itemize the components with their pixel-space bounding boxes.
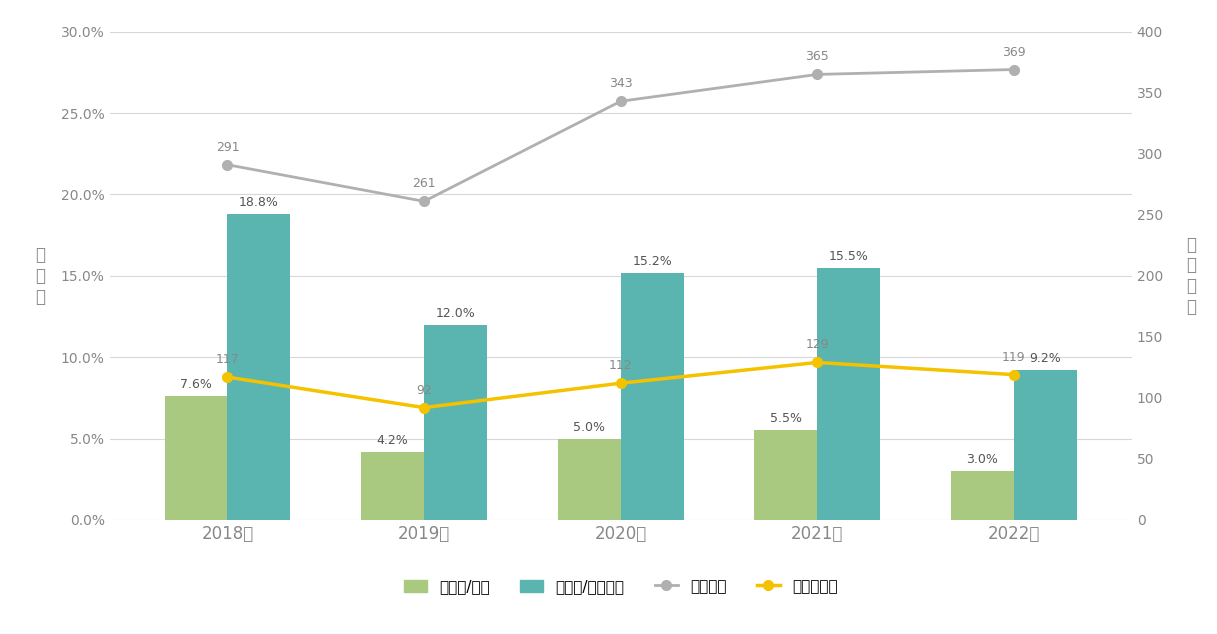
Text: 369: 369 [1002, 46, 1026, 58]
Legend: 妊娠率/周期, 妊娠率/カップル, 治療周期, カップル数: 妊娠率/周期, 妊娠率/カップル, 治療周期, カップル数 [398, 573, 843, 600]
治療周期 [613, 98, 628, 105]
治療周期 [811, 70, 825, 78]
Text: 92: 92 [416, 384, 432, 397]
Bar [164, 396, 228, 520]
Text: 129: 129 [806, 339, 829, 351]
治療周期 [416, 198, 431, 205]
Text: 5.0%: 5.0% [573, 420, 605, 434]
Bar [755, 430, 818, 520]
Line: 治療周期: 治療周期 [223, 65, 1019, 206]
Bar [950, 471, 1014, 520]
Text: 291: 291 [215, 141, 240, 154]
Text: 5.5%: 5.5% [770, 413, 802, 425]
Y-axis label: 妊
娠
率: 妊 娠 率 [35, 246, 45, 306]
治療周期 [220, 161, 235, 169]
Text: 117: 117 [215, 353, 240, 366]
Bar [361, 451, 424, 520]
Bar [557, 439, 621, 520]
Text: 9.2%: 9.2% [1030, 353, 1061, 365]
Line: カップル数: カップル数 [223, 358, 1019, 413]
カップル数 [811, 359, 825, 366]
Text: 112: 112 [608, 359, 633, 372]
Bar [621, 273, 684, 520]
Text: 12.0%: 12.0% [436, 307, 476, 320]
Text: 4.2%: 4.2% [377, 434, 409, 446]
Bar [818, 268, 880, 520]
Text: 15.5%: 15.5% [829, 250, 869, 262]
Text: 15.2%: 15.2% [633, 255, 672, 268]
Text: 119: 119 [1002, 351, 1026, 364]
Bar [424, 325, 487, 520]
Text: 7.6%: 7.6% [180, 378, 212, 391]
カップル数 [220, 373, 235, 381]
カップル数 [613, 379, 628, 387]
治療周期 [1006, 66, 1021, 74]
Text: 343: 343 [608, 77, 633, 90]
Y-axis label: 実
施
件
数: 実 施 件 数 [1185, 236, 1196, 316]
Text: 365: 365 [806, 51, 829, 63]
Text: 3.0%: 3.0% [966, 453, 998, 466]
カップル数 [416, 404, 431, 411]
Bar [228, 214, 291, 520]
Text: 261: 261 [413, 178, 436, 190]
Text: 18.8%: 18.8% [239, 196, 279, 209]
カップル数 [1006, 371, 1021, 378]
Bar [1014, 370, 1077, 520]
